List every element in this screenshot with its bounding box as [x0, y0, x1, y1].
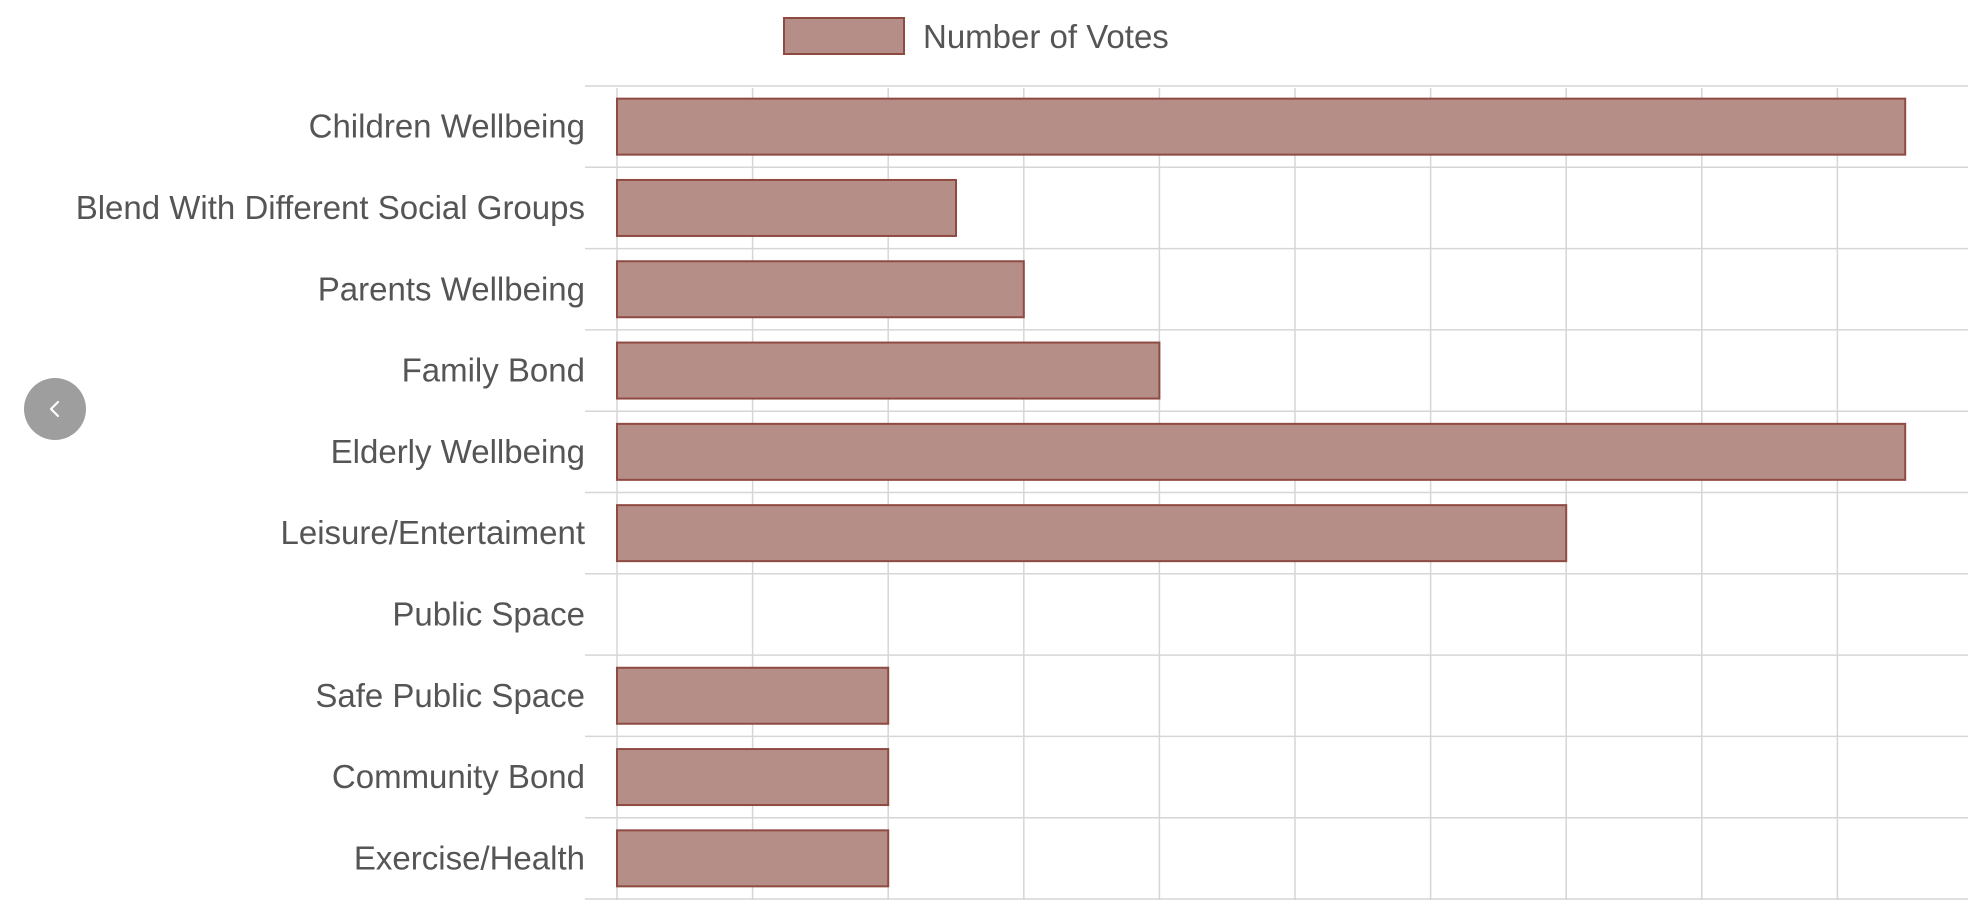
category-label: Family Bond	[402, 352, 585, 389]
category-label: Parents Wellbeing	[318, 270, 585, 307]
grid-lines	[585, 85, 1968, 900]
bars	[616, 97, 1907, 888]
bar-safe-public-space[interactable]	[616, 666, 890, 725]
category-labels: Children Wellbeing Blend With Different S…	[76, 108, 585, 877]
bar-elderly-wellbeing[interactable]	[616, 422, 1907, 481]
bar-parents-wellbeing[interactable]	[616, 260, 1025, 319]
category-label: Safe Public Space	[315, 677, 585, 714]
bar-blend-with-different-social-groups[interactable]	[616, 178, 957, 237]
category-label: Public Space	[392, 595, 585, 632]
category-label: Blend With Different Social Groups	[76, 189, 585, 226]
legend-label: Number of Votes	[923, 18, 1169, 55]
bar-children-wellbeing[interactable]	[616, 97, 1907, 156]
chevron-left-icon	[49, 400, 60, 418]
legend-swatch	[783, 17, 905, 55]
legend[interactable]: Number of Votes	[783, 17, 1169, 55]
bar-community-bond[interactable]	[616, 748, 890, 807]
category-label: Community Bond	[332, 758, 585, 795]
category-label: Leisure/Entertaiment	[281, 514, 586, 551]
category-label: Children Wellbeing	[309, 108, 585, 145]
category-label: Exercise/Health	[354, 839, 585, 876]
category-label: Elderly Wellbeing	[331, 433, 585, 470]
bar-exercise-health[interactable]	[616, 829, 890, 888]
previous-slide-button[interactable]	[24, 378, 86, 440]
bar-leisure-entertaiment[interactable]	[616, 504, 1568, 563]
bar-family-bond[interactable]	[616, 341, 1161, 400]
